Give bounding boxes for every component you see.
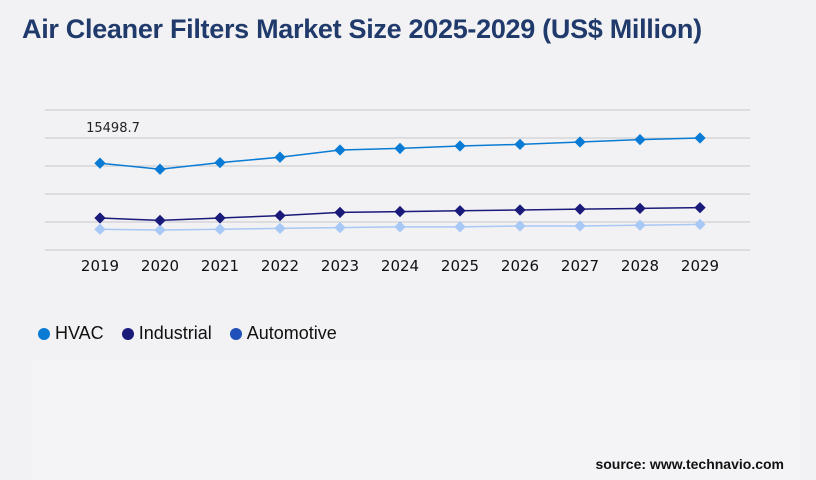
x-tick-label: 2023: [321, 257, 359, 275]
data-point: [694, 132, 706, 144]
data-point: [214, 212, 226, 224]
data-point: [154, 224, 166, 236]
legend-label: Industrial: [138, 323, 212, 343]
legend: HVAC Industrial Automotive: [38, 323, 337, 344]
data-point: [334, 144, 346, 156]
x-tick-label: 2019: [81, 257, 119, 275]
x-tick-label: 2020: [141, 257, 179, 275]
x-tick-label: 2026: [501, 257, 539, 275]
data-point: [634, 219, 646, 231]
data-point: [514, 220, 526, 232]
x-tick-label: 2021: [201, 257, 239, 275]
data-point: [94, 223, 106, 235]
x-tick-label: 2029: [681, 257, 719, 275]
data-point: [574, 136, 586, 148]
legend-marker: [121, 327, 134, 340]
data-point: [154, 163, 166, 175]
source-text: source: www.technavio.com: [595, 456, 784, 472]
data-point: [214, 156, 226, 169]
data-point: [454, 205, 466, 217]
data-point: [454, 140, 466, 152]
x-tick-label: 2025: [441, 257, 479, 275]
x-tick-label: 2028: [621, 257, 659, 275]
x-tick-label: 2022: [261, 257, 299, 275]
data-point: [214, 223, 226, 235]
legend-label: HVAC: [55, 323, 104, 343]
data-point: [694, 201, 706, 214]
data-point: [274, 209, 286, 222]
x-tick-label: 2024: [381, 257, 419, 275]
data-point: [514, 204, 526, 216]
legend-label: Automotive: [246, 323, 337, 343]
data-point: [454, 221, 466, 233]
data-point: [394, 221, 406, 233]
data-point: [634, 133, 646, 146]
legend-item-automotive[interactable]: Automotive: [229, 323, 337, 344]
data-point: [334, 221, 346, 234]
x-tick-label: 2027: [561, 257, 599, 275]
legend-panel: [32, 360, 800, 480]
data-point: [274, 151, 286, 163]
legend-item-industrial[interactable]: Industrial: [121, 323, 212, 344]
data-point: [394, 142, 406, 155]
chart-title: Air Cleaner Filters Market Size 2025-202…: [22, 14, 702, 44]
data-point: [634, 202, 646, 215]
data-point: [574, 220, 586, 232]
data-label: 15498.7: [86, 121, 140, 136]
data-point: [574, 203, 586, 215]
legend-item-hvac[interactable]: HVAC: [38, 323, 104, 344]
legend-marker: [229, 327, 242, 340]
data-point: [694, 218, 706, 231]
data-point: [514, 138, 526, 151]
legend-marker: [38, 327, 50, 340]
data-point: [274, 222, 286, 235]
data-point: [154, 214, 166, 227]
data-point: [394, 205, 406, 218]
data-point: [94, 157, 106, 169]
data-point: [334, 206, 346, 219]
